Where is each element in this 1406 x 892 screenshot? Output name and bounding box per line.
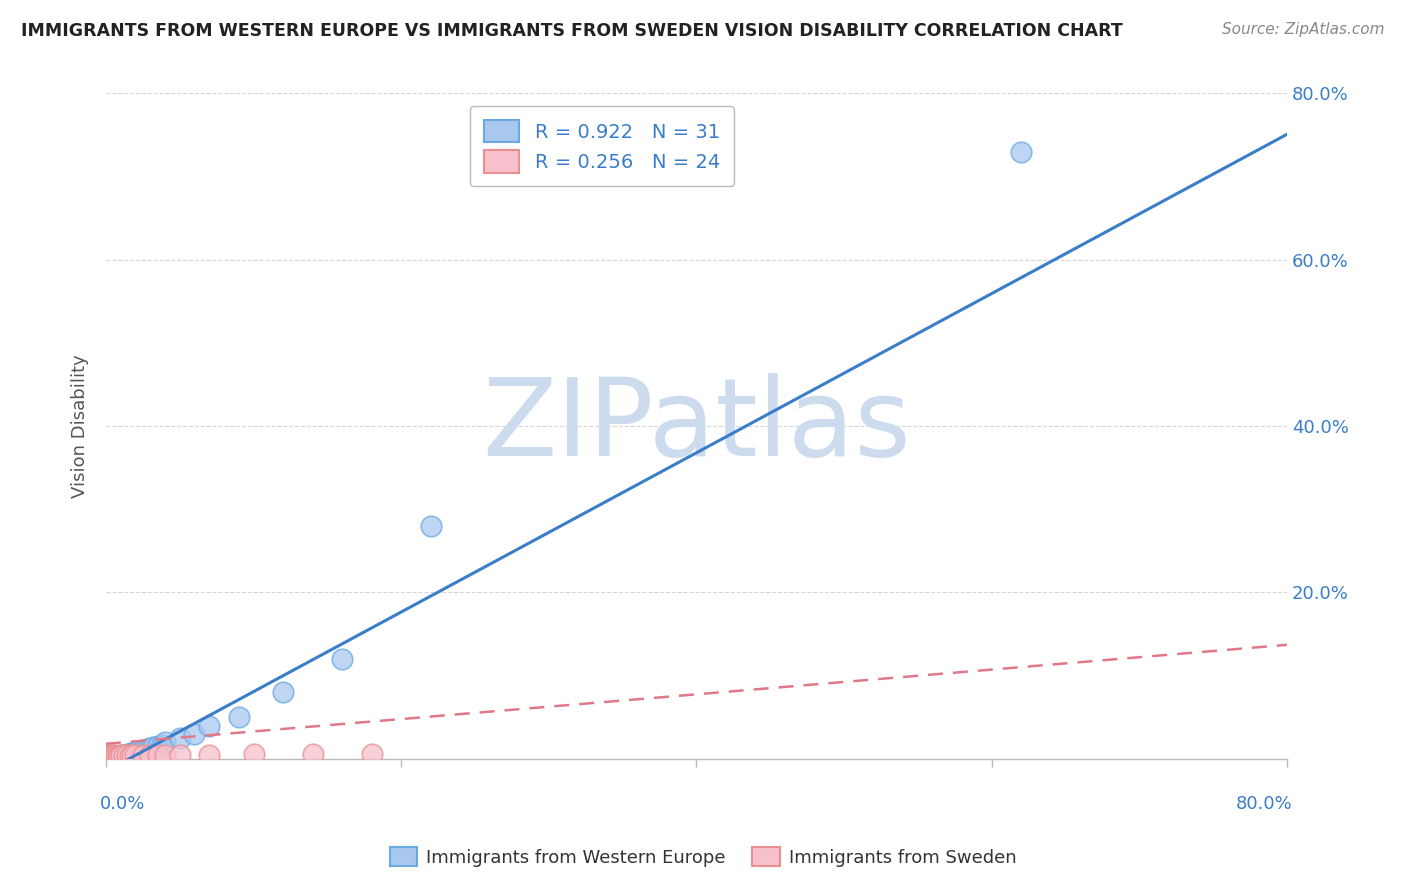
Point — [112, 748, 135, 763]
Point — [103, 750, 125, 764]
Point — [103, 748, 125, 763]
Point — [110, 748, 132, 763]
Point — [101, 750, 124, 764]
Y-axis label: Vision Disability: Vision Disability — [72, 354, 89, 498]
Point — [139, 741, 162, 756]
Point — [118, 749, 141, 764]
Point — [360, 747, 382, 761]
Point — [153, 747, 176, 762]
Point — [146, 739, 169, 754]
Point — [198, 718, 221, 732]
Point — [242, 747, 264, 761]
Point — [198, 747, 221, 762]
Text: 80.0%: 80.0% — [1236, 796, 1294, 814]
Point — [117, 747, 139, 761]
Point — [330, 652, 353, 666]
Point — [146, 747, 169, 762]
Point — [120, 746, 142, 760]
Point — [132, 748, 155, 763]
Point — [115, 748, 138, 763]
Point — [1010, 145, 1032, 159]
Point — [112, 748, 135, 763]
Point — [105, 749, 128, 764]
Point — [121, 746, 143, 760]
Point — [124, 745, 146, 759]
Point — [98, 749, 121, 764]
Point — [97, 751, 120, 765]
Point — [98, 750, 121, 764]
Text: ZIPatlas: ZIPatlas — [482, 373, 911, 479]
Point — [228, 710, 250, 724]
Point — [110, 748, 132, 763]
Point — [301, 747, 323, 761]
Point — [114, 747, 136, 762]
Legend: Immigrants from Western Europe, Immigrants from Sweden: Immigrants from Western Europe, Immigran… — [382, 840, 1024, 874]
Point — [96, 748, 118, 763]
Point — [104, 749, 127, 764]
Point — [136, 741, 159, 756]
Point — [105, 749, 128, 764]
Point — [97, 748, 120, 763]
Point — [183, 727, 205, 741]
Point — [142, 740, 165, 755]
Legend: R = 0.922   N = 31, R = 0.256   N = 24: R = 0.922 N = 31, R = 0.256 N = 24 — [471, 106, 734, 186]
Point — [271, 685, 294, 699]
Point — [101, 749, 124, 764]
Point — [139, 748, 162, 763]
Point — [108, 749, 131, 764]
Point — [153, 735, 176, 749]
Point — [107, 749, 129, 764]
Point — [124, 747, 146, 762]
Text: Source: ZipAtlas.com: Source: ZipAtlas.com — [1222, 22, 1385, 37]
Point — [169, 747, 191, 762]
Point — [107, 749, 129, 764]
Text: IMMIGRANTS FROM WESTERN EUROPE VS IMMIGRANTS FROM SWEDEN VISION DISABILITY CORRE: IMMIGRANTS FROM WESTERN EUROPE VS IMMIGR… — [21, 22, 1123, 40]
Point — [150, 738, 173, 752]
Text: 0.0%: 0.0% — [100, 796, 145, 814]
Point — [108, 749, 131, 764]
Point — [132, 743, 155, 757]
Point — [169, 731, 191, 745]
Point — [127, 744, 149, 758]
Point — [104, 748, 127, 763]
Point — [419, 519, 441, 533]
Point — [121, 748, 143, 763]
